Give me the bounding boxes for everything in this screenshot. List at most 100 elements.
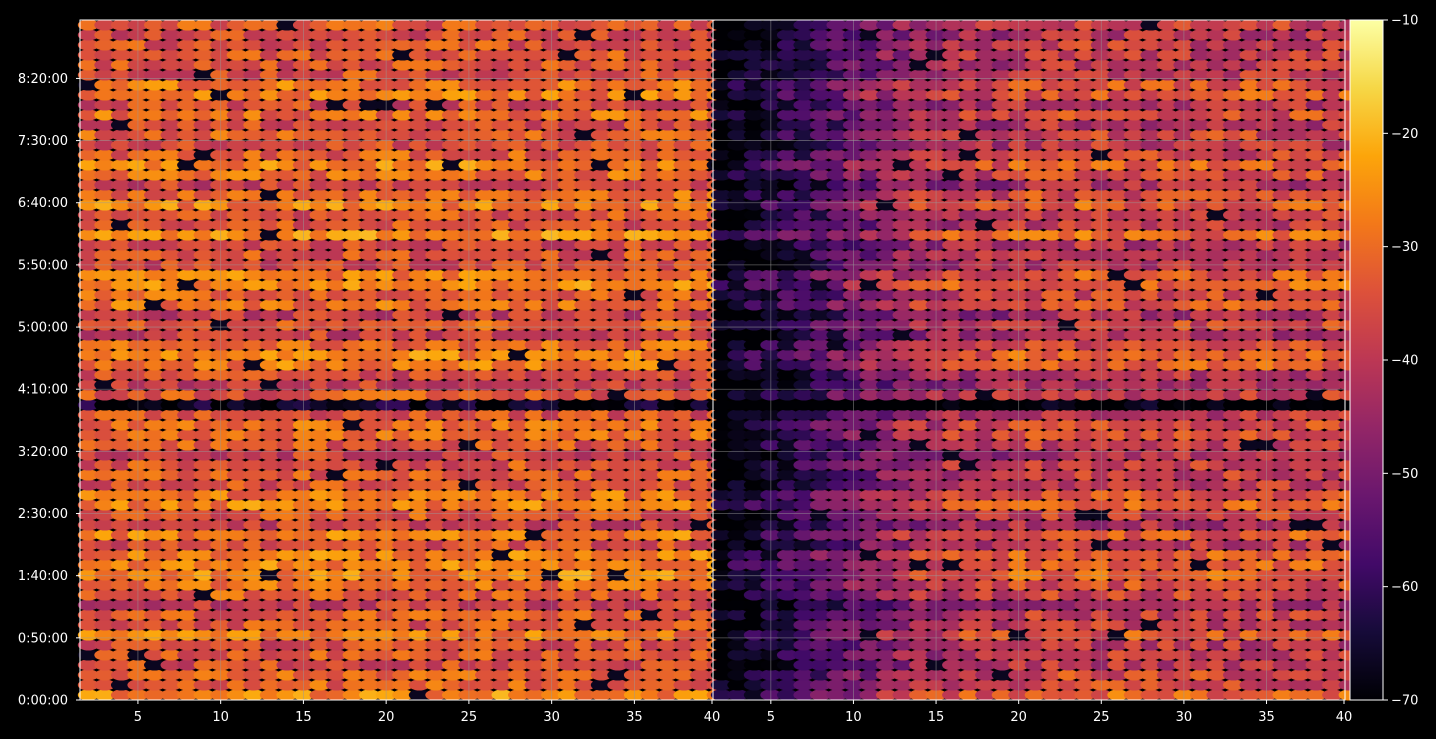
heatmap-cell — [243, 269, 265, 281]
heatmap-cell — [110, 599, 132, 611]
heatmap-cell — [177, 369, 199, 381]
heatmap-cell — [441, 619, 463, 631]
heatmap-cell — [94, 349, 116, 361]
heatmap-cell — [475, 499, 496, 511]
heatmap-cell — [94, 529, 116, 541]
heatmap-cell — [690, 509, 712, 521]
heatmap-cell — [177, 669, 199, 681]
heatmap-cell — [359, 419, 381, 431]
heatmap-cell — [607, 539, 629, 551]
heatmap-cell — [276, 489, 298, 501]
heatmap-cell — [657, 539, 678, 551]
heatmap-cell — [144, 249, 165, 261]
heatmap-cell — [94, 359, 116, 371]
heatmap-cell — [590, 659, 612, 671]
heatmap-cell — [491, 559, 513, 571]
heatmap-cell — [110, 369, 132, 381]
heatmap-cell — [673, 519, 695, 531]
heatmap-cell — [110, 689, 132, 701]
heatmap-cell — [342, 619, 364, 631]
heatmap-cell — [425, 279, 447, 291]
heatmap-cell — [607, 319, 629, 331]
heatmap-cell — [657, 469, 678, 481]
heatmap-cell — [392, 649, 414, 661]
heatmap-cell — [557, 519, 579, 531]
heatmap-cell — [425, 529, 447, 541]
heatmap-cell — [640, 639, 662, 651]
heatmap-cell — [441, 329, 463, 341]
heatmap-cell — [590, 679, 612, 691]
heatmap-cell — [359, 379, 381, 391]
heatmap-cell — [475, 369, 496, 381]
heatmap-cell — [574, 579, 596, 591]
heatmap-cell — [491, 569, 513, 581]
heatmap-cell — [309, 379, 331, 391]
heatmap-cell — [425, 429, 447, 441]
heatmap-cell — [342, 429, 364, 441]
heatmap-cell — [690, 289, 712, 301]
heatmap-cell — [110, 509, 132, 521]
heatmap-cell — [77, 669, 99, 681]
heatmap-cell — [607, 279, 629, 291]
heatmap-cell — [557, 559, 579, 571]
heatmap-cell — [574, 679, 596, 691]
heatmap-cell — [475, 539, 496, 551]
heatmap-cell — [657, 479, 678, 491]
heatmap-cell — [326, 519, 347, 531]
heatmap-cell — [508, 449, 529, 461]
heatmap-cell — [607, 359, 629, 371]
heatmap-cell — [243, 369, 265, 381]
heatmap-cell — [408, 329, 430, 341]
heatmap-cell — [640, 389, 662, 401]
heatmap-cell — [276, 299, 298, 311]
heatmap-cell — [144, 359, 165, 371]
heatmap-cell — [524, 549, 546, 561]
heatmap-cell — [177, 419, 199, 431]
heatmap-cell — [392, 669, 414, 681]
heatmap-cell — [607, 669, 629, 681]
heatmap-cell — [326, 619, 347, 631]
heatmap-cell — [110, 249, 132, 261]
heatmap-cell — [508, 519, 529, 531]
heatmap-cell — [77, 329, 99, 341]
heatmap-cell — [342, 449, 364, 461]
heatmap-cell — [657, 599, 678, 611]
heatmap-cell — [524, 559, 546, 571]
heatmap-cell — [491, 339, 513, 351]
heatmap-cell — [193, 609, 215, 621]
heatmap-cell — [177, 479, 199, 491]
heatmap-cell — [144, 489, 165, 501]
heatmap-cell — [425, 459, 447, 471]
heatmap-cell — [508, 639, 529, 651]
heatmap-cell — [342, 569, 364, 581]
heatmap-cell — [342, 689, 364, 701]
heatmap-cell — [690, 329, 712, 341]
heatmap-cell — [392, 509, 414, 521]
heatmap-cell — [673, 649, 695, 661]
heatmap-cell — [640, 479, 662, 491]
heatmap-cell — [508, 659, 529, 671]
heatmap-cell — [243, 589, 265, 601]
heatmap-cell — [276, 409, 298, 421]
heatmap-cell — [392, 449, 414, 461]
heatmap-cell — [94, 399, 116, 411]
heatmap-cell — [590, 379, 612, 391]
heatmap-cell — [690, 419, 712, 431]
heatmap-cell — [177, 549, 199, 561]
heatmap-cell — [259, 469, 281, 481]
heatmap-cell — [574, 279, 596, 291]
heatmap-cell — [243, 509, 265, 521]
heatmap-cell — [309, 619, 331, 631]
heatmap-cell — [640, 409, 662, 421]
heatmap-cell — [607, 609, 629, 621]
heatmap-cell — [557, 599, 579, 611]
heatmap-cell — [673, 469, 695, 481]
heatmap-cell — [359, 359, 381, 371]
heatmap-cell — [690, 339, 712, 351]
heatmap-cell — [574, 449, 596, 461]
heatmap-cell — [309, 409, 331, 421]
heatmap-cell — [110, 459, 132, 471]
heatmap-cell — [110, 659, 132, 671]
heatmap-cell — [425, 269, 447, 281]
heatmap-cell — [309, 489, 331, 501]
